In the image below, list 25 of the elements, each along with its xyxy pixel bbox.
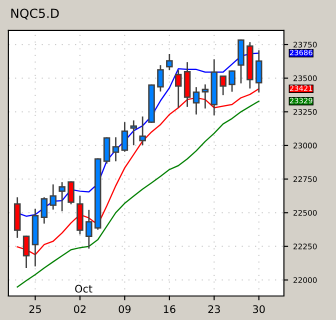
candlestick: [166, 54, 173, 70]
candlestick: [112, 137, 120, 162]
x-tick-label: 23: [208, 305, 220, 314]
candlestick: [192, 87, 200, 115]
candlestick: [58, 182, 66, 212]
candlestick: [86, 210, 92, 249]
annotation: Oct: [75, 284, 92, 293]
candlestick: [50, 184, 57, 210]
candlestick: [130, 120, 138, 146]
candlestick: [255, 50, 262, 92]
candlestick: [228, 70, 236, 92]
x-tick-label: 16: [164, 305, 176, 314]
candlestick: [139, 116, 146, 146]
x-tick-label: 02: [74, 305, 86, 314]
chart-title: NQC5.D: [11, 8, 59, 20]
candlestick: [220, 75, 226, 96]
candlestick: [103, 137, 110, 164]
candlestick: [121, 122, 128, 152]
x-tick-label: 30: [253, 305, 265, 314]
candlestick: [157, 65, 164, 92]
x-tick-label: 09: [118, 305, 131, 314]
x-tick-label: 25: [29, 305, 41, 314]
candlestick: [40, 197, 48, 224]
candlestick: [68, 181, 74, 204]
candlestick: [202, 84, 209, 108]
